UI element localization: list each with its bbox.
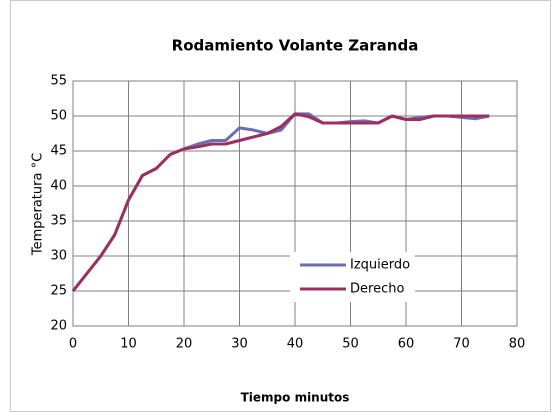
y-tick-label: 30: [50, 249, 67, 264]
y-tick-label: 35: [50, 214, 67, 229]
x-tick-label: 60: [398, 337, 415, 352]
x-tick-label: 10: [120, 337, 137, 352]
y-tick-label: 50: [50, 109, 67, 124]
y-tick-label: 40: [50, 179, 67, 194]
legend-box: [290, 252, 415, 302]
x-tick-label: 70: [453, 337, 470, 352]
x-tick-label: 0: [69, 337, 77, 352]
y-tick-label: 55: [50, 74, 67, 89]
x-tick-label: 30: [231, 337, 248, 352]
plot-border: [72, 80, 518, 327]
chart-frame: [10, 0, 551, 412]
data-line: [71, 112, 490, 292]
y-tick-label: 25: [50, 284, 67, 299]
x-tick-label: 20: [176, 337, 193, 352]
legend-label: Derecho: [350, 282, 404, 297]
y-tick-label: 20: [50, 319, 67, 334]
legend-label: Izquierdo: [350, 258, 410, 273]
y-axis-label: Temperatura °C: [31, 153, 46, 256]
x-axis-label: Tiempo minutos: [241, 391, 350, 405]
x-tick-label: 80: [509, 337, 526, 352]
chart-title: Rodamiento Volante Zaranda: [172, 37, 419, 55]
y-tick-label: 45: [50, 144, 67, 159]
x-tick-label: 40: [287, 337, 304, 352]
x-tick-label: 50: [342, 337, 359, 352]
